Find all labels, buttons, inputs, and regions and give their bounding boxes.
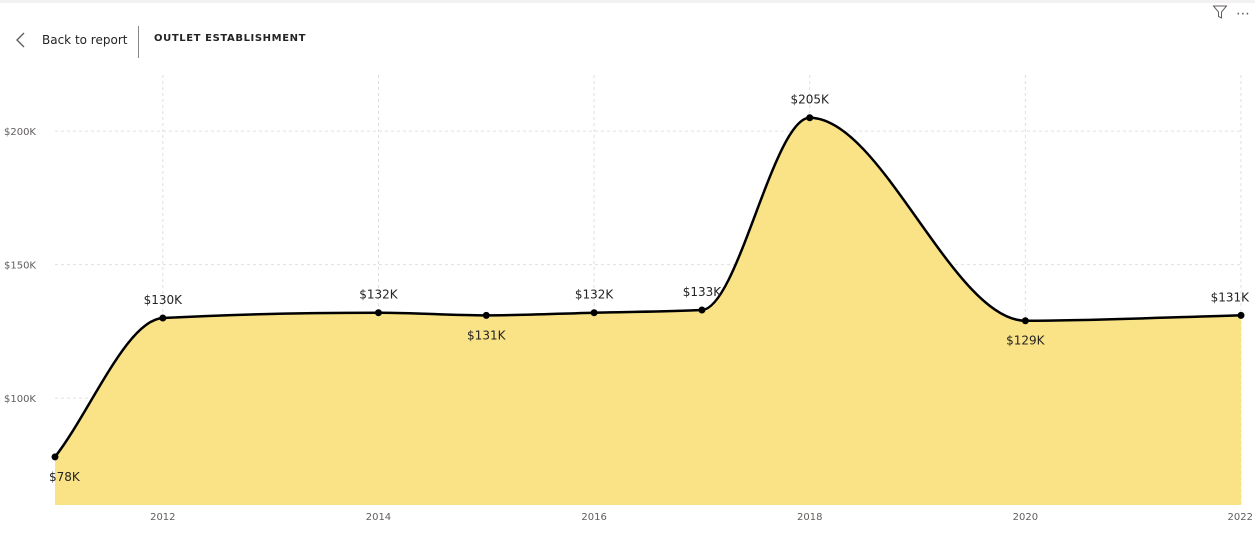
data-point[interactable] [698,306,706,314]
data-point[interactable] [1021,317,1029,325]
y-tick-label: $200K [4,127,36,138]
y-axis: $100K $150K $200K [4,127,36,405]
y-tick-label: $100K [4,394,36,405]
data-label: $205K [791,93,831,107]
header-divider [138,26,139,58]
data-label: $132K [359,288,399,302]
data-label: $132K [575,288,615,302]
x-tick-label: 2018 [797,512,822,523]
page-title: OUTLET ESTABLISHMENT [154,33,307,44]
data-point[interactable] [1237,311,1245,319]
data-point[interactable] [51,453,59,461]
data-point[interactable] [374,309,382,317]
x-tick-label: 2016 [581,512,606,523]
data-point[interactable] [159,314,167,322]
data-points [51,114,1245,461]
data-label: $133K [683,285,723,299]
data-point[interactable] [482,311,490,319]
data-label: $131K [467,328,507,342]
x-tick-label: 2012 [150,512,175,523]
filter-icon[interactable] [1212,4,1228,24]
chevron-left-icon [16,32,25,48]
x-tick-label: 2020 [1013,512,1038,523]
data-point[interactable] [806,114,814,122]
data-label: $129K [1006,334,1046,348]
y-tick-label: $150K [4,261,36,272]
x-tick-label: 2014 [366,512,391,523]
x-tick-label: 2022 [1228,512,1253,523]
series-line [54,116,1242,458]
data-label: $78K [49,470,81,484]
visual-header-icons: ⋯ [1212,4,1251,24]
area-fill [55,117,1241,506]
more-options-icon[interactable]: ⋯ [1236,6,1251,22]
visual-header: Back to report OUTLET ESTABLISHMENT [0,24,1255,58]
top-border [0,0,1255,3]
back-to-report-button[interactable]: Back to report [12,28,127,52]
data-label: $130K [144,293,184,307]
data-label: $131K [1211,290,1251,304]
data-labels: $78K $130K $132K $131K $132K $133K $205K $129K $… [49,93,1250,484]
back-to-report-label: Back to report [42,33,128,47]
x-axis: 2012 2014 2016 2018 2020 2022 [150,512,1253,523]
data-point[interactable] [590,309,598,317]
